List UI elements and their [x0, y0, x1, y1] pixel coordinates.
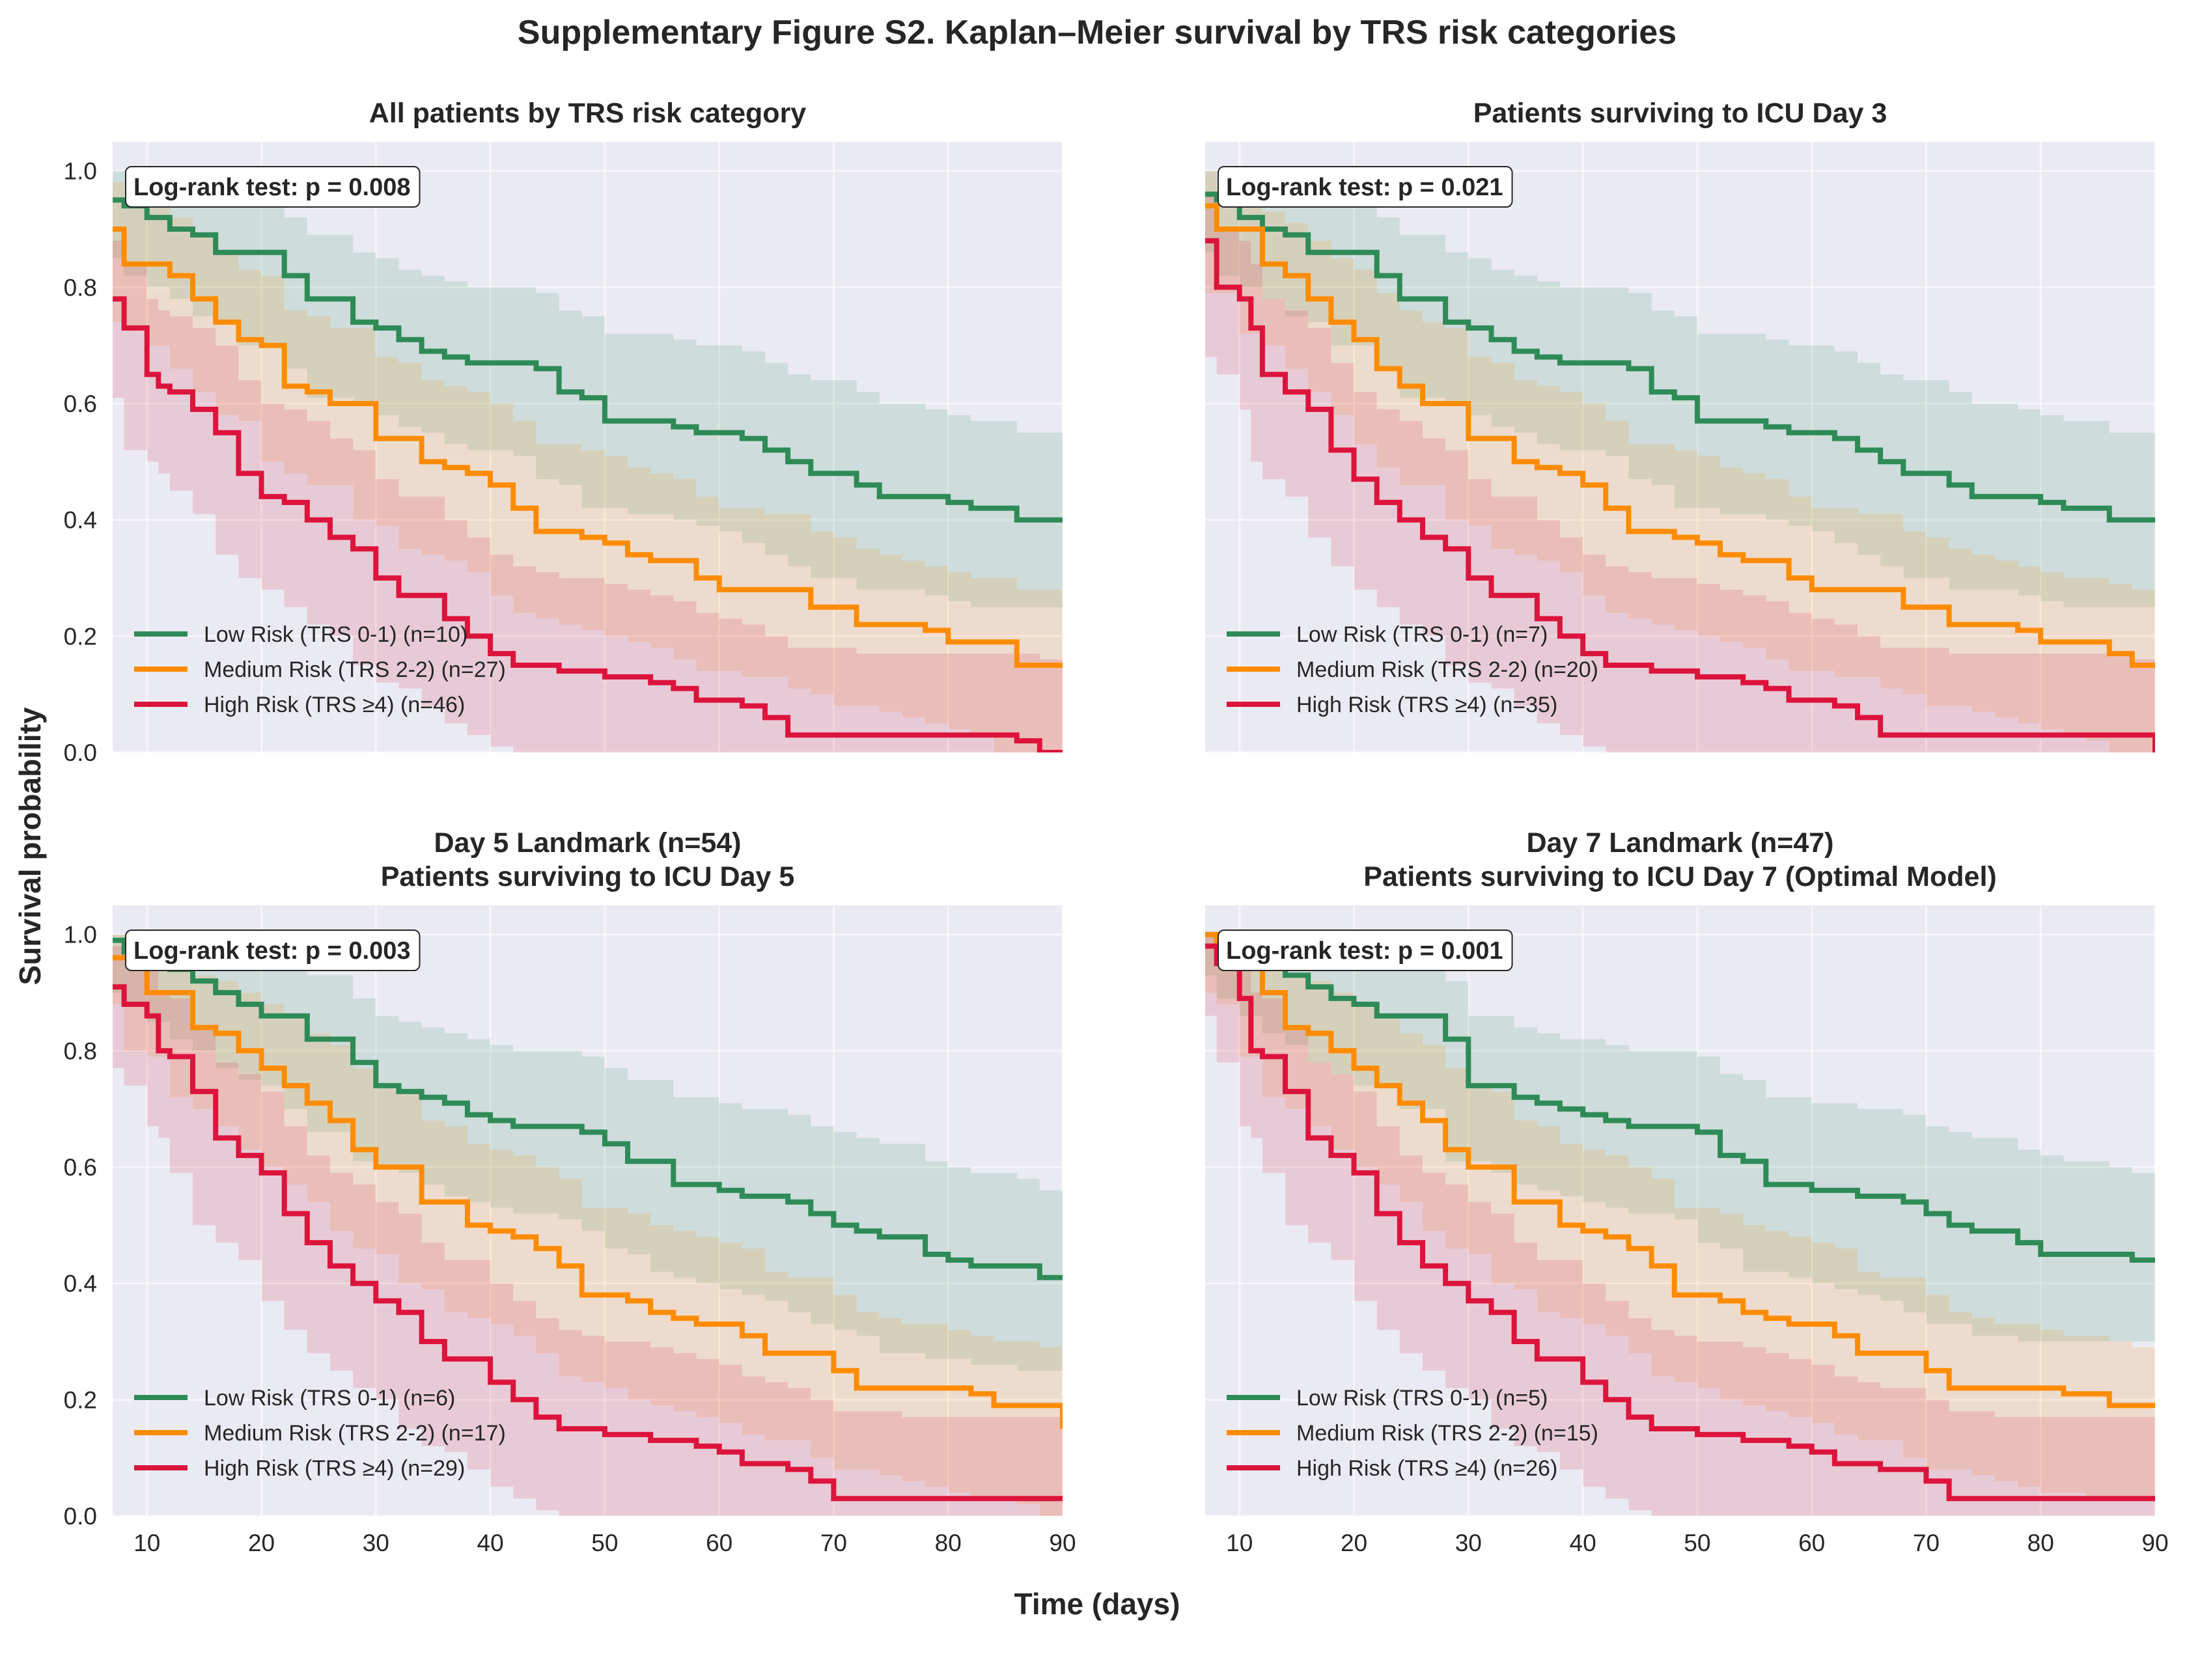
- logrank-annotation: Log-rank test: p = 0.021: [1226, 174, 1503, 201]
- ci-band-0: [1205, 934, 2155, 1342]
- legend: Low Risk (TRS 0-1) (n=6) Medium Risk (TRS…: [134, 1386, 506, 1481]
- km-curve-2: [113, 984, 1063, 1502]
- figure-title: Supplementary Figure S2. Kaplan–Meier su…: [518, 14, 1677, 51]
- subplot-title: Patients surviving to ICU Day 7 (Optimal…: [1363, 861, 1996, 892]
- annotation-box: [125, 930, 421, 971]
- km-curve-0: [1205, 191, 2155, 523]
- subplot-1: 0.0 0.2 0.4 0.6 0.8 1.0 All patients by TRS ri…: [64, 98, 1064, 766]
- legend-label: High Risk (TRS ≥4) (n=26): [1296, 1456, 1557, 1481]
- y-tick-label: 0.4: [64, 507, 97, 534]
- survival-curves: [113, 934, 1063, 1516]
- y-axis-label: Survival probability: [13, 707, 47, 985]
- annotation-box: [1218, 930, 1513, 971]
- x-tick-label: 80: [2027, 1530, 2054, 1556]
- logrank-annotation: Log-rank test: p = 0.003: [133, 937, 411, 965]
- km-curve-2: [1205, 238, 2155, 752]
- km-curve-2: [1205, 943, 2155, 1502]
- plot-area: [113, 142, 1063, 752]
- x-tick-label: 70: [820, 1530, 847, 1556]
- x-tick-label: 70: [1913, 1530, 1940, 1556]
- logrank-annotation: Log-rank test: p = 0.008: [133, 174, 411, 201]
- legend-label: Medium Risk (TRS 2-2) (n=17): [204, 1421, 506, 1446]
- y-tick-label: 0.2: [64, 623, 97, 650]
- ci-band-0: [113, 934, 1063, 1371]
- subplot-title: Patients surviving to ICU Day 3: [1473, 98, 1888, 129]
- legend-label: High Risk (TRS ≥4) (n=35): [1296, 693, 1557, 717]
- ci-band-2: [113, 946, 1063, 1516]
- legend: Low Risk (TRS 0-1) (n=7) Medium Risk (TRS…: [1227, 622, 1598, 717]
- ci-band-2: [1205, 194, 2155, 752]
- subplot-title: Day 5 Landmark (n=54): [434, 827, 742, 859]
- y-tick-label: 1.0: [64, 922, 97, 948]
- plot-area: [1205, 142, 2155, 752]
- y-tick-label: 0.6: [64, 391, 97, 417]
- ci-band-1: [113, 182, 1063, 752]
- legend-label: High Risk (TRS ≥4) (n=46): [204, 693, 465, 717]
- ci-band-1: [1205, 934, 2155, 1499]
- legend-label: Low Risk (TRS 0-1) (n=5): [1296, 1386, 1548, 1411]
- x-tick-label: 60: [1798, 1530, 1825, 1556]
- logrank-annotation: Log-rank test: p = 0.001: [1226, 937, 1503, 965]
- x-tick-label: 90: [1049, 1530, 1076, 1556]
- x-axis-label: Time (days): [1014, 1587, 1180, 1621]
- x-tick-label: 20: [248, 1530, 275, 1556]
- subplot-4: 10 20 30 40 50 60 70 80 90 Day 7 Landmark (n=47)P…: [1205, 827, 2169, 1556]
- plot-area: [113, 905, 1063, 1516]
- survival-curves: [1205, 931, 2155, 1516]
- km-curve-1: [113, 227, 1063, 668]
- x-tick-label: 90: [2141, 1530, 2168, 1556]
- y-tick-label: 0.0: [64, 739, 97, 766]
- y-tick-label: 0.2: [64, 1386, 97, 1413]
- x-tick-label: 10: [133, 1530, 160, 1556]
- km-curve-0: [1205, 931, 2155, 1263]
- ci-band-1: [113, 934, 1063, 1516]
- x-tick-label: 30: [1455, 1530, 1482, 1556]
- x-tick-label: 20: [1341, 1530, 1367, 1556]
- y-tick-label: 0.8: [64, 1038, 97, 1064]
- annotation-box: [125, 166, 421, 208]
- legend-label: Low Risk (TRS 0-1) (n=7): [1296, 622, 1548, 647]
- annotation-box: [1218, 166, 1513, 208]
- ci-band-2: [113, 240, 1063, 752]
- legend-label: Low Risk (TRS 0-1) (n=10): [204, 622, 467, 647]
- km-curve-1: [1205, 203, 2155, 668]
- legend-label: Medium Risk (TRS 2-2) (n=27): [204, 657, 506, 682]
- legend: Low Risk (TRS 0-1) (n=5) Medium Risk (TRS…: [1227, 1386, 1598, 1481]
- km-curve-2: [113, 296, 1063, 752]
- km-curve-0: [113, 937, 1063, 1280]
- y-tick-label: 0.6: [64, 1154, 97, 1181]
- legend-label: Medium Risk (TRS 2-2) (n=20): [1296, 657, 1598, 682]
- y-tick-label: 1.0: [64, 158, 97, 185]
- y-tick-label: 0.8: [64, 274, 97, 301]
- ci-band-0: [113, 171, 1063, 607]
- x-tick-label: 30: [363, 1530, 389, 1556]
- y-tick-label: 0.0: [64, 1503, 97, 1530]
- x-tick-label: 50: [1684, 1530, 1710, 1556]
- legend-label: Low Risk (TRS 0-1) (n=6): [204, 1386, 455, 1411]
- km-curve-1: [1205, 931, 2155, 1409]
- x-tick-label: 80: [935, 1530, 962, 1556]
- x-tick-label: 40: [477, 1530, 504, 1556]
- legend-label: High Risk (TRS ≥4) (n=29): [204, 1456, 465, 1481]
- subplot-title: Day 7 Landmark (n=47): [1527, 827, 1834, 859]
- survival-curves: [1205, 171, 2155, 752]
- ci-band-0: [1205, 171, 2155, 607]
- plot-area: [1205, 905, 2155, 1516]
- subplot-3: 0.0 0.2 0.4 0.6 0.8 1.0 10 20 30 40 50 60 70 80 90 Day …: [64, 827, 1076, 1556]
- y-tick-label: 0.4: [64, 1271, 97, 1297]
- legend-label: Medium Risk (TRS 2-2) (n=15): [1296, 1421, 1598, 1446]
- subplot-title: All patients by TRS risk category: [369, 98, 807, 129]
- subplot-2: Patients surviving to ICU Day 3 Log-rank …: [1205, 98, 2156, 754]
- x-tick-label: 40: [1570, 1530, 1596, 1556]
- legend: Low Risk (TRS 0-1) (n=10) Medium Risk (TR…: [134, 622, 506, 717]
- km-curve-1: [113, 955, 1063, 1429]
- survival-curves: [113, 171, 1063, 752]
- x-tick-label: 10: [1226, 1530, 1253, 1556]
- subplot-title: Patients surviving to ICU Day 5: [381, 861, 795, 892]
- x-tick-label: 50: [591, 1530, 618, 1556]
- ci-band-2: [1205, 934, 2155, 1516]
- km-curve-0: [113, 197, 1063, 523]
- x-tick-label: 60: [706, 1530, 732, 1556]
